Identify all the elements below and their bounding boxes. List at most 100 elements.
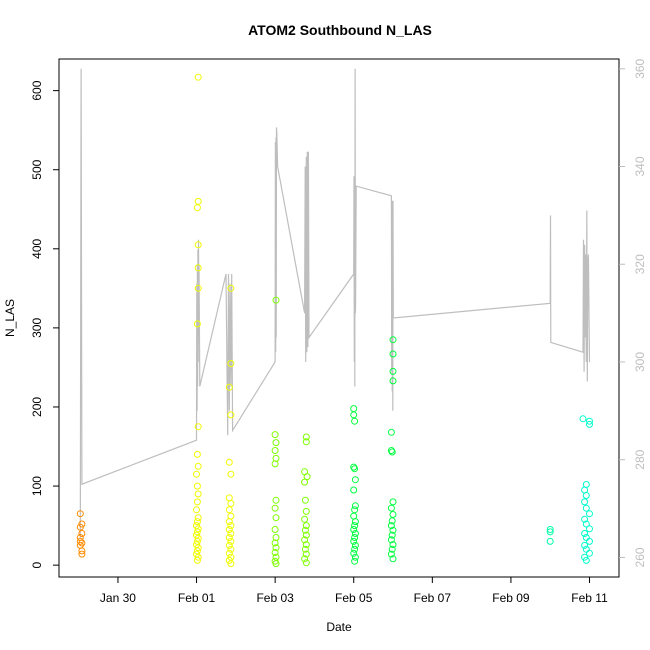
data-point (546, 526, 554, 533)
y2-tick-label: 280 (633, 449, 647, 469)
data-point (193, 450, 201, 458)
data-point (586, 549, 593, 557)
y-tick-label: 0 (30, 561, 44, 568)
data-point (389, 541, 397, 549)
data-point (351, 530, 359, 537)
data-point (387, 550, 395, 558)
data-point (227, 545, 235, 553)
data-point (227, 537, 235, 545)
data-point (301, 515, 309, 523)
data-point (581, 498, 589, 506)
data-point (351, 545, 359, 553)
data-point (389, 350, 397, 358)
y2-tick-label: 320 (633, 254, 647, 274)
data-point (582, 556, 590, 564)
data-point (351, 506, 359, 514)
data-point (227, 284, 235, 292)
data-point (579, 415, 587, 423)
data-point (389, 336, 397, 344)
data-point (194, 197, 202, 205)
data-point (225, 383, 233, 391)
data-point (387, 428, 395, 436)
data-point (272, 439, 280, 447)
data-point (225, 549, 233, 557)
points-layer (76, 73, 593, 568)
data-point (193, 556, 201, 564)
data-point (389, 377, 397, 385)
y-tick-label: 300 (30, 318, 44, 338)
y2-tick-label: 340 (633, 156, 647, 176)
data-point (193, 518, 201, 526)
data-point (546, 537, 554, 545)
data-point (351, 518, 359, 526)
data-point (227, 411, 235, 419)
data-point (387, 536, 395, 544)
data-point (302, 438, 310, 446)
y-tick-label: 200 (30, 397, 44, 417)
data-point (586, 537, 593, 545)
data-point (351, 534, 359, 541)
data-point (302, 531, 310, 539)
data-point (227, 360, 235, 367)
data-point (227, 470, 235, 478)
data-point (388, 448, 396, 456)
data-point (586, 510, 593, 518)
data-point (272, 454, 280, 462)
x-tick-label: Feb 11 (571, 591, 608, 605)
data-point (350, 526, 358, 533)
data-point (78, 547, 86, 555)
x-tick-label: Feb 03 (256, 591, 294, 605)
data-point (227, 560, 235, 568)
data-point (194, 490, 202, 498)
y-tick-label: 500 (30, 159, 44, 179)
data-point (546, 528, 554, 536)
data-point (302, 559, 310, 567)
data-point (350, 411, 358, 419)
data-point (272, 544, 280, 552)
x-axis-label: Date (326, 620, 352, 634)
data-point (387, 504, 395, 512)
data-point (193, 470, 200, 478)
data-point (389, 498, 397, 506)
data-point (301, 555, 309, 563)
data-point (586, 417, 593, 425)
data-point (272, 496, 280, 504)
data-point (302, 507, 310, 515)
data-point (271, 460, 279, 468)
data-point (271, 431, 279, 439)
data-point (351, 553, 359, 561)
data-point (301, 478, 309, 486)
data-point (225, 506, 233, 514)
data-point (582, 504, 590, 512)
data-point (389, 511, 397, 518)
data-point (350, 537, 358, 545)
data-point (350, 486, 358, 494)
data-point (301, 536, 309, 544)
data-point (351, 541, 359, 549)
data-point (194, 544, 202, 552)
data-point (302, 522, 310, 530)
data-point (225, 534, 233, 541)
data-point (301, 545, 309, 553)
data-point (194, 284, 202, 292)
data-point (225, 494, 233, 502)
x-tick-label: Feb 09 (492, 591, 530, 605)
data-point (389, 526, 397, 534)
y-tick-label: 400 (30, 238, 44, 258)
data-point (303, 473, 311, 481)
data-point (271, 549, 279, 556)
data-point (581, 541, 589, 549)
x-tick-label: Jan 30 (100, 591, 136, 605)
data-point (193, 320, 201, 328)
data-point (351, 465, 359, 473)
data-point (351, 417, 359, 425)
y2-tick-label: 300 (633, 352, 647, 372)
data-point (351, 502, 359, 510)
data-point (194, 264, 202, 272)
data-point (272, 534, 280, 541)
data-point (78, 530, 86, 537)
data-point (227, 522, 235, 530)
data-point (76, 510, 84, 518)
data-point (389, 367, 397, 375)
data-point (193, 498, 201, 506)
